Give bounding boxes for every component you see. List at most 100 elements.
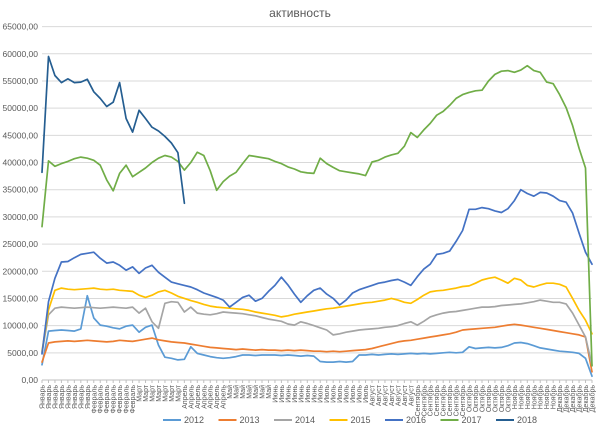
x-tick-label: Декабрь (569, 385, 577, 413)
series-line-2015[interactable] (41, 276, 593, 353)
x-tick-label: Август (389, 384, 396, 406)
legend-item-2015[interactable]: 2015 (329, 415, 371, 425)
x-tick-label: Январь (46, 385, 53, 409)
series-line-2016[interactable] (41, 188, 593, 355)
x-tick-label: Март (143, 384, 150, 402)
x-tick-label: Июль (344, 385, 351, 403)
x-tick-label: Август (370, 384, 377, 406)
x-tick-label: Июль (363, 385, 370, 403)
legend-label-2017: 2017 (462, 415, 482, 425)
series-line-2012[interactable] (41, 294, 593, 378)
y-tick-label: 60000,00 (3, 49, 39, 59)
x-tick-label: Май (265, 385, 273, 399)
x-tick-label: Февраль (130, 385, 137, 414)
x-tick-label: Октябрь (479, 385, 487, 412)
x-tick-label: Январь (72, 385, 79, 409)
legend-label-2012: 2012 (184, 415, 204, 425)
series-line-2013[interactable] (41, 323, 593, 373)
legend-item-2013[interactable]: 2013 (218, 415, 260, 425)
x-tick-label: Ноябрь (530, 385, 538, 410)
x-tick-label: Апрель (221, 385, 228, 409)
x-tick-label: Июнь (279, 385, 286, 403)
x-tick-label: Май (233, 385, 241, 399)
x-tick-label: Сентябрь (440, 385, 448, 417)
x-tick-label: Май (239, 385, 247, 399)
series-line-2014[interactable] (41, 299, 593, 367)
x-tick-label: Февраль (117, 385, 124, 414)
y-tick-label: 20000,00 (3, 266, 39, 276)
x-tick-label: Октябрь (491, 385, 499, 412)
legend-label-2013: 2013 (240, 415, 260, 425)
x-tick-label: Март (175, 384, 182, 402)
x-tick-label: Июль (324, 385, 331, 403)
y-tick-label: 45000,00 (3, 130, 39, 140)
legend-item-2017[interactable]: 2017 (440, 415, 482, 425)
x-tick-label: Январь (65, 385, 72, 409)
y-tick-label: 25000,00 (3, 239, 39, 249)
x-tick-label: Апрель (195, 385, 202, 409)
x-tick-label: Июль (337, 385, 344, 403)
x-tick-label: Июль (350, 385, 357, 403)
series-line-2018[interactable] (41, 55, 186, 205)
legend-item-2016[interactable]: 2016 (385, 415, 426, 425)
x-tick-label: Октябрь (466, 385, 474, 412)
x-tick-label: Июнь (305, 385, 312, 403)
legend-item-2014[interactable]: 2014 (274, 415, 315, 425)
x-tick-label: Октябрь (498, 385, 506, 412)
y-tick-label: 10000,00 (3, 321, 39, 331)
y-tick-label: 65000,00 (3, 22, 39, 32)
y-tick-label: 30000,00 (3, 212, 39, 222)
x-tick-label: Июнь (285, 385, 292, 403)
x-tick-label: Март (137, 384, 144, 402)
x-tick-label: Декабрь (582, 385, 590, 413)
x-tick-label: Май (226, 385, 234, 399)
x-tick-label: Сентябрь (427, 385, 435, 417)
x-tick-label: Ноябрь (537, 385, 545, 410)
x-tick-label: Апрель (201, 385, 208, 409)
series-line-2017[interactable] (41, 64, 593, 367)
x-tick-label: Июль (357, 385, 364, 403)
x-tick-label: Июнь (292, 385, 299, 403)
x-tick-label: Февраль (98, 385, 105, 414)
x-tick-label: Май (259, 385, 267, 399)
x-tick-label: Июль (331, 385, 338, 403)
x-tick-label: Май (252, 385, 260, 399)
x-tick-label: Апрель (214, 385, 221, 409)
x-tick-label: Март (156, 384, 163, 402)
x-tick-label: Июнь (272, 385, 279, 403)
x-tick-label: Январь (59, 385, 66, 409)
x-tick-label: Сентябрь (453, 385, 461, 417)
x-tick-label: Май (246, 385, 254, 399)
x-tick-label: Ноябрь (517, 385, 525, 410)
x-tick-label: Февраль (111, 385, 118, 414)
x-tick-label: Ноябрь (511, 385, 519, 410)
x-tick-label: Апрель (188, 385, 195, 409)
x-tick-label: Июнь (311, 385, 318, 403)
legend-label-2015: 2015 (351, 415, 371, 425)
x-tick-label: Декабрь (589, 385, 597, 413)
x-tick-label: Июль (318, 385, 325, 403)
x-tick-label: Сентябрь (446, 385, 454, 417)
x-tick-label: Декабрь (556, 385, 564, 413)
x-tick-label: Август (402, 384, 409, 406)
x-tick-label: Сентябрь (420, 385, 428, 417)
x-tick-label: Август (376, 384, 383, 406)
x-tick-label: Ноябрь (543, 385, 551, 410)
legend-item-2012[interactable]: 2012 (163, 415, 204, 425)
x-tick-label: Март (150, 384, 157, 402)
legend-item-2018[interactable]: 2018 (496, 415, 537, 425)
x-tick-label: Октябрь (504, 385, 512, 412)
y-tick-label: 35000,00 (3, 185, 39, 195)
x-tick-label: Февраль (124, 385, 131, 414)
x-tick-label: Март (169, 384, 176, 402)
x-tick-label: Декабрь (576, 385, 584, 413)
x-tick-label: Ноябрь (550, 385, 558, 410)
x-tick-label: Январь (40, 385, 47, 409)
y-tick-label: 5000,00 (7, 348, 38, 358)
legend-label-2014: 2014 (295, 415, 315, 425)
x-tick-label: Март (162, 384, 169, 402)
x-tick-label: Апрель (182, 385, 189, 409)
y-tick-label: 15000,00 (3, 293, 39, 303)
